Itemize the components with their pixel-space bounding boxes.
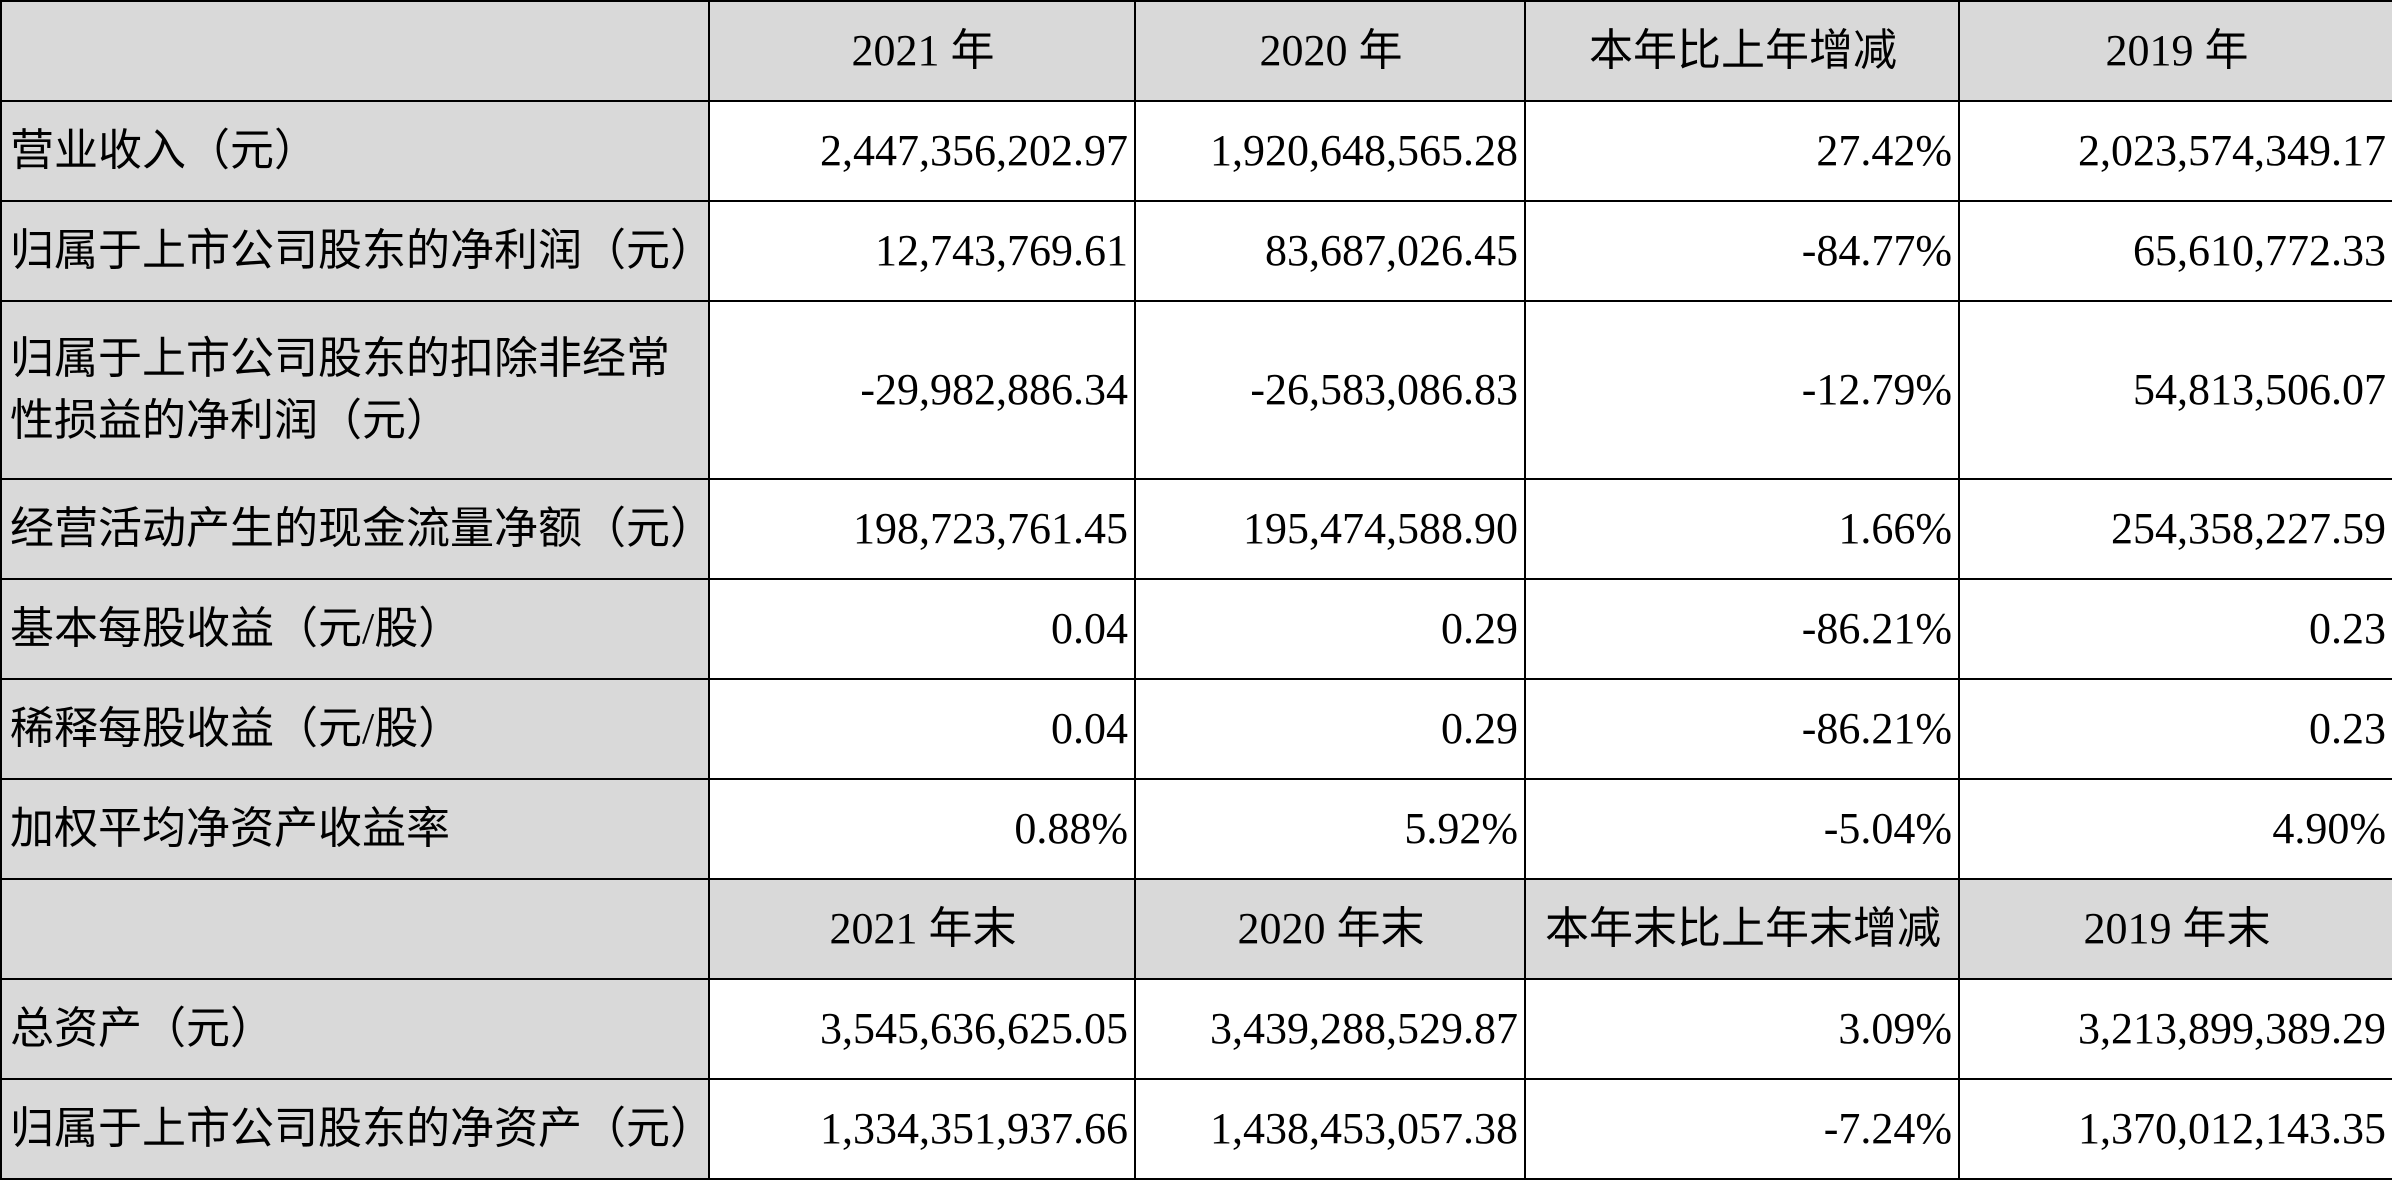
row-label: 营业收入（元） (0, 100, 710, 202)
column-header: 2020 年末 (1134, 878, 1526, 980)
value-cell: 3.09% (1524, 978, 1960, 1080)
value-cell: 0.88% (708, 778, 1136, 880)
value-cell: 0.29 (1134, 578, 1526, 680)
value-cell: 3,545,636,625.05 (708, 978, 1136, 1080)
value-cell: 65,610,772.33 (1958, 200, 2392, 302)
value-cell: 254,358,227.59 (1958, 478, 2392, 580)
value-cell: 12,743,769.61 (708, 200, 1136, 302)
value-cell: 1,370,012,143.35 (1958, 1078, 2392, 1180)
value-cell: 0.29 (1134, 678, 1526, 780)
table-row: 基本每股收益（元/股） 0.04 0.29 -86.21% 0.23 (0, 578, 2392, 680)
value-cell: 54,813,506.07 (1958, 300, 2392, 480)
value-cell: -12.79% (1524, 300, 1960, 480)
table-row: 稀释每股收益（元/股） 0.04 0.29 -86.21% 0.23 (0, 678, 2392, 780)
table-row: 加权平均净资产收益率 0.88% 5.92% -5.04% 4.90% (0, 778, 2392, 880)
row-label: 稀释每股收益（元/股） (0, 678, 710, 780)
row-label: 归属于上市公司股东的扣除非经常性损益的净利润（元） (0, 300, 710, 480)
value-cell: 2,447,356,202.97 (708, 100, 1136, 202)
value-cell: 3,213,899,389.29 (1958, 978, 2392, 1080)
column-header: 本年比上年增减 (1524, 0, 1960, 102)
value-cell: 2,023,574,349.17 (1958, 100, 2392, 202)
table-row: 经营活动产生的现金流量净额（元） 198,723,761.45 195,474,… (0, 478, 2392, 580)
column-header: 2020 年 (1134, 0, 1526, 102)
value-cell: -5.04% (1524, 778, 1960, 880)
value-cell: -29,982,886.34 (708, 300, 1136, 480)
value-cell: -86.21% (1524, 678, 1960, 780)
table-row: 归属于上市公司股东的净利润（元） 12,743,769.61 83,687,02… (0, 200, 2392, 302)
row-label: 基本每股收益（元/股） (0, 578, 710, 680)
value-cell: 198,723,761.45 (708, 478, 1136, 580)
value-cell: 0.04 (708, 578, 1136, 680)
table-row: 营业收入（元） 2,447,356,202.97 1,920,648,565.2… (0, 100, 2392, 202)
value-cell: 0.04 (708, 678, 1136, 780)
header-row-annual: 2021 年 2020 年 本年比上年增减 2019 年 (0, 0, 2392, 102)
column-header: 2019 年末 (1958, 878, 2392, 980)
value-cell: -84.77% (1524, 200, 1960, 302)
table-row: 归属于上市公司股东的扣除非经常性损益的净利润（元） -29,982,886.34… (0, 300, 2392, 480)
row-label: 经营活动产生的现金流量净额（元） (0, 478, 710, 580)
value-cell: 195,474,588.90 (1134, 478, 1526, 580)
header-corner-cell (0, 0, 710, 102)
value-cell: -86.21% (1524, 578, 1960, 680)
value-cell: 1,920,648,565.28 (1134, 100, 1526, 202)
value-cell: 5.92% (1134, 778, 1526, 880)
value-cell: 27.42% (1524, 100, 1960, 202)
value-cell: -26,583,086.83 (1134, 300, 1526, 480)
value-cell: 4.90% (1958, 778, 2392, 880)
row-label: 归属于上市公司股东的净资产（元） (0, 1078, 710, 1180)
header-row-year-end: 2021 年末 2020 年末 本年末比上年末增减 2019 年末 (0, 878, 2392, 980)
value-cell: 0.23 (1958, 578, 2392, 680)
column-header: 本年末比上年末增减 (1524, 878, 1960, 980)
table-row: 总资产（元） 3,545,636,625.05 3,439,288,529.87… (0, 978, 2392, 1080)
column-header: 2021 年末 (708, 878, 1136, 980)
row-label: 加权平均净资产收益率 (0, 778, 710, 880)
value-cell: 83,687,026.45 (1134, 200, 1526, 302)
value-cell: 1,334,351,937.66 (708, 1078, 1136, 1180)
row-label: 归属于上市公司股东的净利润（元） (0, 200, 710, 302)
header-corner-cell (0, 878, 710, 980)
column-header: 2021 年 (708, 0, 1136, 102)
column-header: 2019 年 (1958, 0, 2392, 102)
value-cell: 1,438,453,057.38 (1134, 1078, 1526, 1180)
value-cell: -7.24% (1524, 1078, 1960, 1180)
value-cell: 3,439,288,529.87 (1134, 978, 1526, 1080)
value-cell: 0.23 (1958, 678, 2392, 780)
value-cell: 1.66% (1524, 478, 1960, 580)
table-row: 归属于上市公司股东的净资产（元） 1,334,351,937.66 1,438,… (0, 1078, 2392, 1180)
row-label: 总资产（元） (0, 978, 710, 1080)
